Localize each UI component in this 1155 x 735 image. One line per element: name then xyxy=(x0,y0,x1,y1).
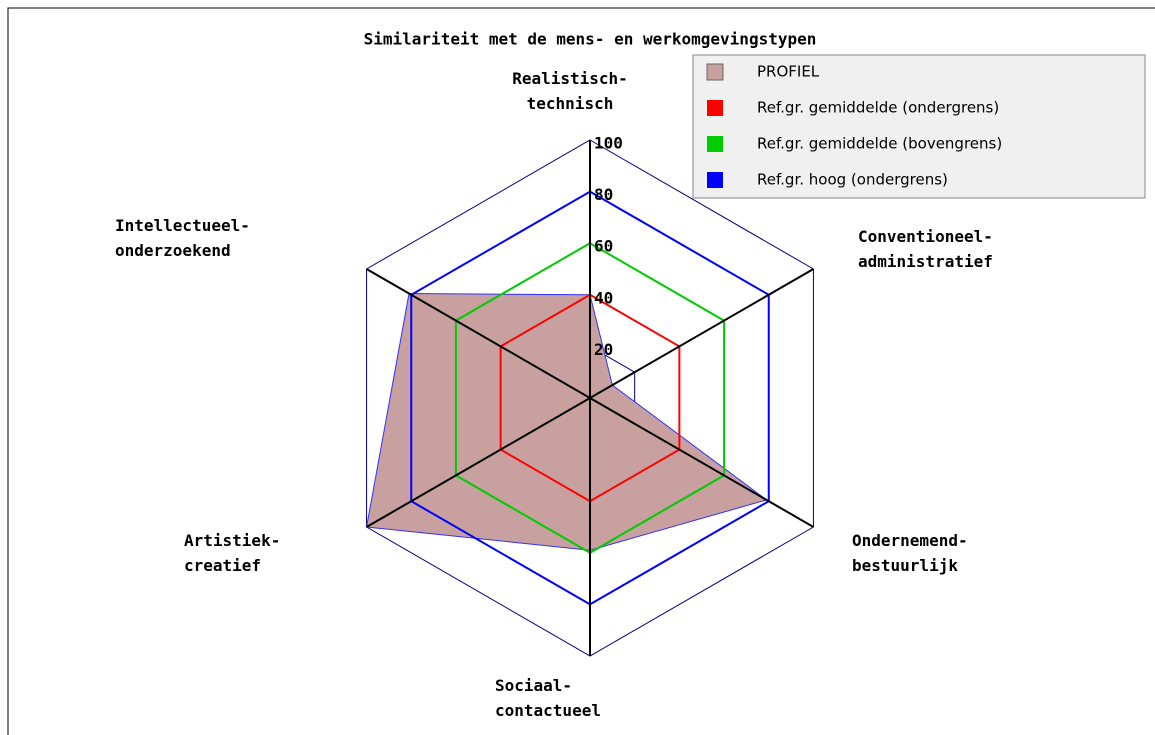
axis-spoke xyxy=(589,268,814,399)
axis-spoke xyxy=(589,397,814,528)
r-tick-label: 40 xyxy=(594,288,613,307)
frame xyxy=(7,7,1155,735)
category-label: Ondernemend- bestuurlijk xyxy=(852,531,968,575)
profile-area xyxy=(365,293,768,551)
r-tick-label: 80 xyxy=(594,185,613,204)
legend xyxy=(692,54,1146,199)
legend-label: Ref.gr. hoog (ondergrens) xyxy=(757,171,948,189)
legend-label: PROFIEL xyxy=(757,63,820,81)
r-tick-label: 20 xyxy=(594,340,613,359)
legend-swatch xyxy=(707,172,723,188)
axis-spoke xyxy=(366,268,591,399)
legend-label: Ref.gr. gemiddelde (bovengrens) xyxy=(757,135,1002,153)
category-label: Conventioneel- administratief xyxy=(858,227,993,271)
r-tick-label: 100 xyxy=(594,134,623,153)
legend-swatch xyxy=(706,63,724,81)
category-label: Intellectueel- onderzoekend xyxy=(115,216,250,260)
r-tick-label: 60 xyxy=(594,237,613,256)
axis-spoke xyxy=(366,397,591,528)
category-label: Artistiek- creatief xyxy=(184,531,281,575)
legend-swatch xyxy=(707,100,723,116)
chart-title: Similariteit met de mens- en werkomgevin… xyxy=(364,30,817,49)
legend-swatch xyxy=(707,136,723,152)
category-label: Realistisch- technisch xyxy=(512,69,628,113)
legend-label: Ref.gr. gemiddelde (ondergrens) xyxy=(757,99,999,117)
category-label: Sociaal- contactueel xyxy=(495,676,601,720)
